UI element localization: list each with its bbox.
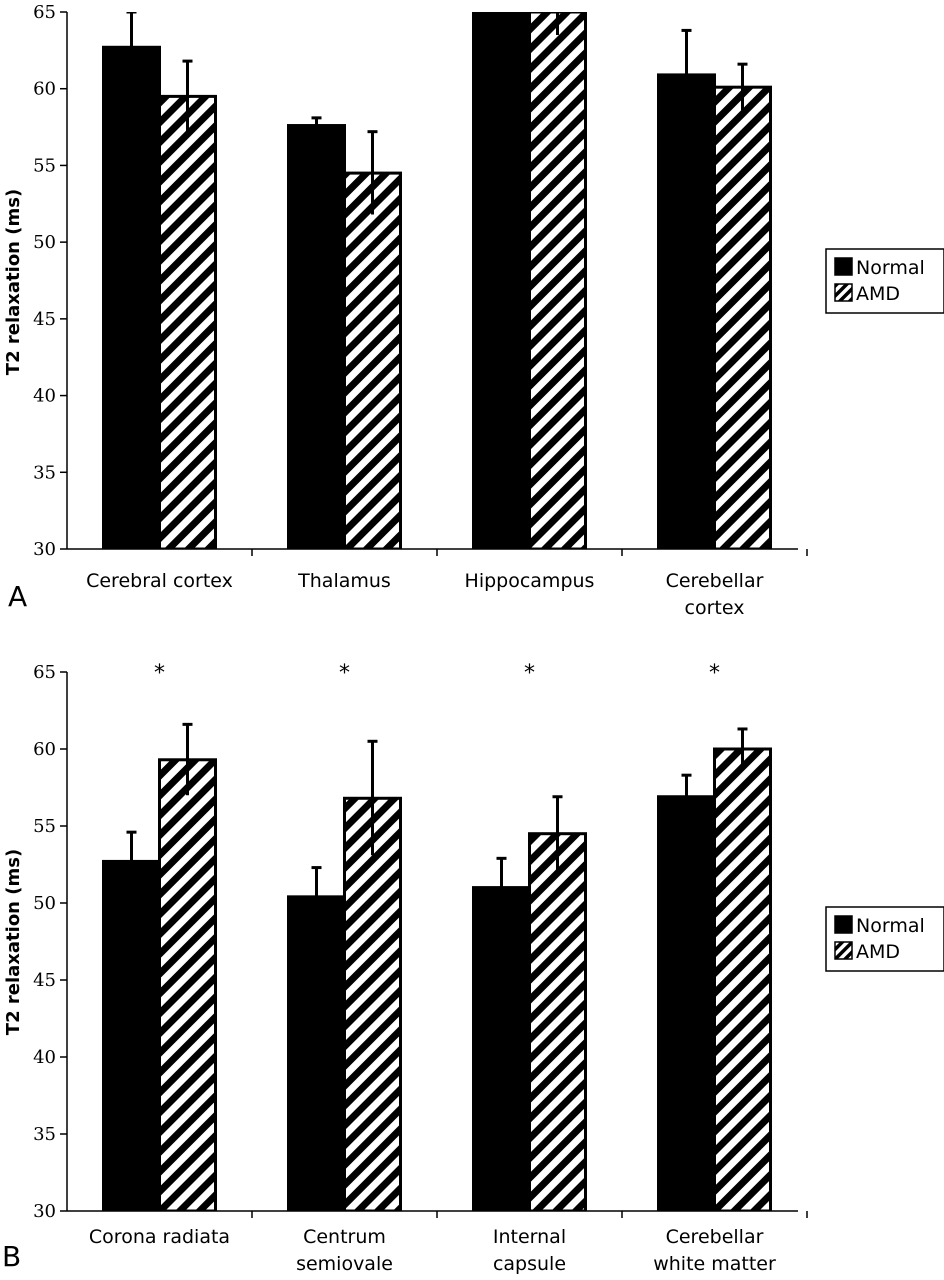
bars-group (102, 12, 772, 549)
y-axis-title: T2 relaxation (ms) (3, 189, 24, 375)
panel-letter: A (8, 580, 27, 613)
y-tick-label: 40 (33, 1047, 56, 1068)
y-tick-label: 50 (33, 232, 56, 253)
y-tick-label: 40 (33, 386, 56, 407)
category-label: Hippocampus (465, 570, 595, 592)
bar-normal (287, 895, 346, 1211)
legend-label: AMD (856, 941, 900, 963)
bars-group (102, 722, 772, 1211)
bar-normal (657, 73, 716, 549)
significance-marker: * (339, 661, 350, 686)
y-tick-label: 35 (33, 1124, 56, 1145)
bar-amd (158, 758, 217, 1211)
legend-swatch-amd (834, 283, 853, 302)
category-label: Internal (493, 1226, 566, 1248)
bar-amd (528, 12, 587, 549)
bar-normal (657, 795, 716, 1211)
bar-amd (343, 171, 402, 549)
bar-amd (713, 85, 772, 549)
category-label: semiovale (296, 1253, 393, 1275)
bar-amd (343, 796, 402, 1211)
y-tick-label: 45 (33, 309, 56, 330)
y-tick-label: 55 (33, 155, 56, 176)
category-label: white matter (653, 1253, 776, 1275)
y-tick-label: 35 (33, 462, 56, 483)
y-tick-label: 50 (33, 893, 56, 914)
bar-amd (158, 94, 217, 549)
y-tick-label: 60 (33, 79, 56, 100)
chart-panel-b: * Corona radiata * Centrum semiovale * Interna… (2, 661, 944, 1275)
legend-swatch-normal (834, 915, 853, 934)
bar-amd (528, 832, 587, 1211)
significance-marker: * (709, 661, 720, 686)
category-label: cortex (685, 597, 745, 619)
legend-label: Normal (856, 915, 925, 937)
category-label: Cerebellar (666, 1226, 764, 1248)
category-label: capsule (493, 1253, 566, 1275)
chart-panel-a: Cerebral cortex Thalamus Hippocampus Cerebe… (3, 2, 944, 619)
significance-marker: * (154, 661, 165, 686)
bar-normal (472, 886, 531, 1211)
legend-swatch-normal (834, 257, 853, 276)
legend: Normal AMD (825, 906, 944, 972)
y-tick-label: 65 (33, 662, 56, 683)
legend: Normal AMD (825, 248, 944, 314)
bar-normal (102, 859, 161, 1211)
y-tick-label: 55 (33, 816, 56, 837)
y-tick-label: 65 (33, 2, 56, 23)
category-label: Centrum (303, 1226, 386, 1248)
bar-normal (472, 12, 531, 549)
bar-normal (102, 45, 161, 549)
y-tick-label: 30 (33, 539, 56, 560)
category-label: Cerebral cortex (86, 570, 233, 592)
legend-label: AMD (856, 283, 900, 305)
legend-label: Normal (856, 257, 925, 279)
y-tick-label: 30 (33, 1201, 56, 1222)
bar-amd (713, 747, 772, 1211)
y-axis-title: T2 relaxation (ms) (3, 849, 24, 1035)
y-tick-label: 60 (33, 739, 56, 760)
legend-swatch-amd (834, 941, 853, 960)
category-label: Corona radiata (89, 1226, 230, 1248)
y-tick-label: 45 (33, 970, 56, 991)
bar-normal (287, 124, 346, 549)
significance-marker: * (524, 661, 535, 686)
panel-letter: B (2, 1240, 21, 1273)
category-label: Cerebellar (666, 570, 764, 592)
category-label: Thalamus (297, 570, 391, 592)
